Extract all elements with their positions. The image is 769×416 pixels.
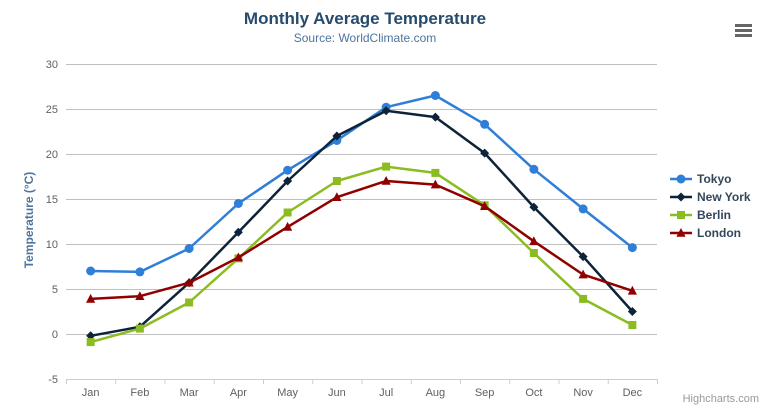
y-axis-label: 20 [46,149,58,161]
marker-london[interactable] [430,179,440,189]
marker-berlin[interactable] [86,338,95,347]
marker-london[interactable] [381,176,391,185]
x-axis-label: Apr [230,387,247,399]
marker-london[interactable] [184,277,194,287]
marker-berlin[interactable] [628,321,637,329]
y-axis-label: 15 [46,194,58,206]
x-axis-label: Feb [130,387,149,399]
legend-symbol-marker [676,228,686,237]
marker-london[interactable] [578,269,588,279]
marker-london[interactable] [283,221,293,231]
marker-new-york[interactable] [283,176,293,186]
highcharts-credit[interactable]: Highcharts.com [682,393,759,405]
series-line-tokyo [89,94,634,274]
legend-item-london[interactable]: London [670,226,751,240]
marker-london[interactable] [480,201,490,210]
x-axis-label: Jun [328,387,346,399]
chart-subtitle: Source: WorldClimate.com [293,31,437,45]
marker-new-york[interactable] [381,106,391,116]
marker-tokyo[interactable] [578,204,588,214]
x-axis-label: May [277,387,298,399]
context-menu-button[interactable] [735,17,753,33]
y-axis-label: 30 [46,59,58,71]
marker-london[interactable] [529,236,539,246]
x-axis-label: Oct [525,387,542,399]
marker-berlin[interactable] [431,168,440,177]
chart-title: Monthly Average Temperature [243,9,487,28]
marker-tokyo[interactable] [480,119,490,129]
y-axis-label: 25 [46,104,58,116]
legend-label: Tokyo [697,172,732,186]
marker-london[interactable] [233,252,243,262]
y-axis-label: 0 [52,329,58,341]
x-axis-label: Aug [426,387,446,399]
marker-new-york[interactable] [627,307,637,316]
y-axis-label: 10 [46,239,58,251]
legend-symbol-tokyo [670,174,692,184]
legend-symbol-new-york [670,192,692,202]
marker-london[interactable] [332,192,342,201]
series-line-london [89,179,634,301]
marker-new-york[interactable] [332,131,342,141]
marker-tokyo[interactable] [184,244,194,253]
marker-berlin[interactable] [283,208,292,217]
marker-new-york[interactable] [430,112,440,122]
x-axis-label: Jan [82,387,100,399]
legend-symbol-marker [677,211,685,219]
marker-london[interactable] [135,291,145,300]
marker-tokyo[interactable] [233,199,243,208]
marker-new-york[interactable] [233,227,243,237]
marker-london[interactable] [627,285,637,295]
marker-london[interactable] [86,293,96,303]
legend-item-new-york[interactable]: New York [670,190,751,204]
marker-berlin[interactable] [579,294,588,303]
marker-tokyo[interactable] [86,266,96,276]
y-axis-label: -5 [48,374,58,386]
marker-berlin[interactable] [332,177,341,185]
legend-symbol-marker [676,192,686,202]
marker-tokyo[interactable] [430,91,440,100]
marker-berlin[interactable] [382,162,391,171]
x-axis-label: Jul [379,387,393,399]
x-axis-label: Mar [180,387,199,399]
marker-tokyo[interactable] [135,267,145,277]
series-line-new-york [89,109,634,338]
series-line-berlin [89,165,634,344]
x-axis-label: Sep [475,387,495,399]
marker-berlin[interactable] [185,298,194,307]
marker-berlin[interactable] [529,249,538,257]
x-axis-label: Nov [573,387,593,399]
marker-new-york[interactable] [480,148,490,158]
legend-symbol-london [670,228,692,237]
legend-label: Berlin [697,208,732,222]
x-axis-label: Dec [623,387,643,399]
marker-tokyo[interactable] [283,165,293,175]
marker-berlin[interactable] [135,324,144,333]
marker-new-york[interactable] [86,331,96,341]
legend-label: London [697,226,741,240]
hamburger-icon [735,23,752,27]
legend: Tokyo New York Berlin London [670,172,751,240]
marker-new-york[interactable] [529,202,539,212]
legend-symbol-marker [676,174,686,184]
legend-item-tokyo[interactable]: Tokyo [670,172,751,186]
legend-item-berlin[interactable]: Berlin [670,208,751,222]
legend-label: New York [697,190,751,204]
legend-symbol-berlin [670,211,692,219]
marker-tokyo[interactable] [627,243,637,253]
marker-tokyo[interactable] [529,164,539,174]
marker-new-york[interactable] [578,252,588,262]
y-axis-label: 5 [52,284,58,296]
